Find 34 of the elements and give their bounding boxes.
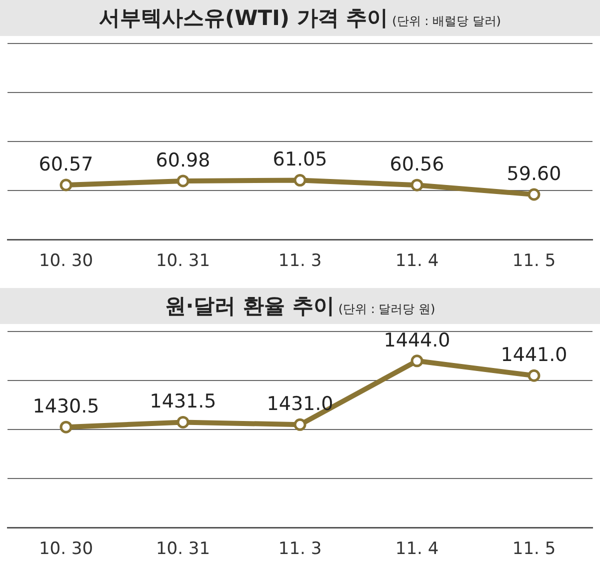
data-label: 60.98 (156, 149, 210, 172)
x-tick-label: 10. 31 (156, 539, 210, 560)
x-tick-label: 11. 4 (395, 251, 439, 272)
x-tick-label: 10. 30 (38, 251, 94, 272)
x-tick-label: 10. 31 (156, 251, 210, 272)
data-label: 1444.0 (384, 329, 450, 352)
x-tick-label: 11. 3 (278, 539, 322, 560)
data-label: 61.05 (272, 148, 328, 171)
point (294, 174, 306, 187)
point (528, 369, 540, 382)
data-label: 1431.0 (266, 393, 334, 416)
data-label: 60.57 (38, 153, 94, 176)
x-tick-label: 11. 5 (512, 539, 556, 560)
data-label: 1441.0 (500, 344, 568, 366)
point (410, 178, 424, 192)
x-tick-label: 11. 4 (395, 539, 439, 560)
point (176, 416, 190, 428)
chart-subtitle: (단위 : 달러당 원) (338, 300, 436, 318)
chart-title: 서부텍사스유(WTI) 가격 추이 (99, 5, 388, 32)
x-tick-label: 10. 30 (38, 539, 94, 560)
data-label: 1431.5 (150, 390, 216, 413)
chart-subtitle: (단위 : 배럴당 달러) (392, 12, 501, 30)
data-label: 59.60 (506, 162, 562, 185)
data-label: 1430.5 (32, 396, 100, 418)
point (528, 188, 540, 201)
point (60, 420, 72, 434)
chart-title: 원·달러 환율 추이 (164, 293, 334, 320)
point (294, 418, 306, 431)
point (410, 354, 424, 368)
point (176, 174, 190, 188)
x-tick-label: 11. 5 (512, 251, 556, 272)
point (60, 178, 72, 192)
x-tick-label: 11. 3 (278, 251, 322, 272)
data-label: 60.56 (390, 154, 444, 176)
